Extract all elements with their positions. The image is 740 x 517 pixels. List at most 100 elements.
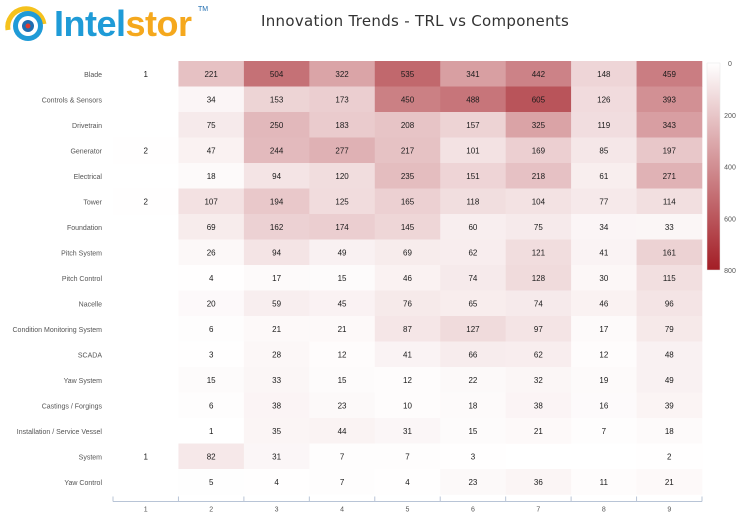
heatmap-cell xyxy=(309,392,376,419)
heatmap-cell xyxy=(113,137,179,164)
heatmap-cell xyxy=(178,61,245,87)
heatmap-cell xyxy=(636,341,703,368)
cell-value-label: 74 xyxy=(534,299,543,308)
heatmap-cell xyxy=(374,418,441,444)
cell-value-label: 1 xyxy=(143,70,148,79)
heatmap-cell xyxy=(243,163,310,189)
heatmap-cell xyxy=(440,61,506,87)
cell-value-label: 62 xyxy=(468,248,477,257)
x-tick-label: 8 xyxy=(602,507,606,514)
heatmap-cell xyxy=(243,290,310,317)
heatmap-cell xyxy=(440,239,506,266)
heatmap-cell xyxy=(374,367,441,393)
y-tick-label: Drivetrain xyxy=(72,123,102,130)
cell-value-label: 127 xyxy=(466,325,480,334)
cell-value-label: 65 xyxy=(468,299,477,308)
heatmap-cell xyxy=(636,239,703,266)
y-tick-label: Installation / Service Vessel xyxy=(17,429,103,436)
cell-value-label: 18 xyxy=(468,401,477,410)
heatmap-cell xyxy=(374,443,441,470)
cell-value-label: 62 xyxy=(534,350,543,359)
heatmap-cell xyxy=(571,86,637,113)
heatmap-cell xyxy=(505,61,572,87)
cell-value-label: 21 xyxy=(534,427,543,436)
heatmap-cell xyxy=(440,137,506,164)
cell-value-label: 31 xyxy=(272,452,281,461)
cell-value-label: 162 xyxy=(270,223,284,232)
heatmap-cell xyxy=(178,188,245,215)
cell-value-label: 28 xyxy=(272,350,281,359)
cell-value-label: 4 xyxy=(274,478,279,487)
cell-value-label: 18 xyxy=(665,427,674,436)
y-tick-label: SCADA xyxy=(78,352,102,359)
heatmap-cell xyxy=(309,86,376,113)
cell-value-label: 450 xyxy=(401,95,415,104)
heatmap-cell xyxy=(636,443,703,470)
cell-value-label: 148 xyxy=(597,70,611,79)
heatmap-cell xyxy=(636,469,703,495)
heatmap-cell xyxy=(440,188,506,215)
logo-trademark: TM xyxy=(198,6,209,13)
heatmap-cell xyxy=(178,214,245,240)
cell-value-label: 605 xyxy=(532,95,546,104)
cell-value-label: 341 xyxy=(466,70,480,79)
heatmap-cell xyxy=(440,214,506,240)
heatmap-cell xyxy=(636,316,703,342)
cell-value-label: 31 xyxy=(403,427,412,436)
y-tick-label: Blade xyxy=(84,72,102,79)
heatmap-cell xyxy=(440,392,506,419)
cell-value-label: 1 xyxy=(143,452,148,461)
cell-value-label: 49 xyxy=(338,248,347,257)
cell-value-label: 151 xyxy=(466,172,480,181)
heatmap-cell xyxy=(505,469,572,495)
heatmap-cell xyxy=(374,265,441,291)
heatmap-cell xyxy=(505,86,572,113)
logo-target-icon xyxy=(5,6,47,41)
heatmap-cell xyxy=(505,239,572,266)
cell-value-label: 7 xyxy=(405,452,410,461)
cell-value-label: 128 xyxy=(532,274,546,283)
cell-value-label: 21 xyxy=(272,325,281,334)
heatmap-cell xyxy=(243,469,310,495)
cell-value-label: 126 xyxy=(597,95,611,104)
cell-value-label: 197 xyxy=(663,146,677,155)
cell-value-label: 1 xyxy=(209,427,214,436)
cell-value-label: 15 xyxy=(338,376,347,385)
cell-value-label: 5 xyxy=(209,478,214,487)
cell-value-label: 459 xyxy=(663,70,677,79)
legend-tick-label: 800 xyxy=(724,268,736,275)
cell-value-label: 46 xyxy=(403,274,412,283)
x-tick-label: 9 xyxy=(667,507,671,514)
heatmap-cell xyxy=(571,61,637,87)
cell-value-label: 96 xyxy=(665,299,674,308)
cell-value-label: 97 xyxy=(534,325,543,334)
cell-value-label: 34 xyxy=(207,95,216,104)
heatmap-cell xyxy=(636,265,703,291)
heatmap-cell xyxy=(178,137,245,164)
heatmap-cell xyxy=(113,61,179,87)
cell-value-label: 75 xyxy=(207,121,216,130)
intelstor-logo: Intelstor TM xyxy=(4,4,214,44)
heatmap-cell xyxy=(571,239,637,266)
heatmap-cell xyxy=(505,418,572,444)
heatmap-cell xyxy=(243,392,310,419)
cell-value-label: 66 xyxy=(468,350,477,359)
heatmap-cell xyxy=(636,188,703,215)
heatmap-cell xyxy=(178,469,245,495)
cell-value-label: 76 xyxy=(403,299,412,308)
heatmap-cell xyxy=(178,163,245,189)
heatmap-cell xyxy=(505,137,572,164)
x-tick-label: 1 xyxy=(144,507,148,514)
cell-value-label: 157 xyxy=(466,121,480,130)
cell-value-label: 21 xyxy=(665,478,674,487)
cell-value-label: 244 xyxy=(270,146,284,155)
heatmap-cell xyxy=(571,137,637,164)
cell-value-label: 145 xyxy=(401,223,415,232)
heatmap-cell xyxy=(178,341,245,368)
cell-value-label: 174 xyxy=(335,223,349,232)
cell-value-label: 3 xyxy=(471,452,476,461)
color-legend-bar xyxy=(706,62,721,271)
chart-title: Innovation Trends - TRL vs Components xyxy=(261,12,570,30)
cell-value-label: 30 xyxy=(599,274,608,283)
cell-value-label: 35 xyxy=(272,427,281,436)
